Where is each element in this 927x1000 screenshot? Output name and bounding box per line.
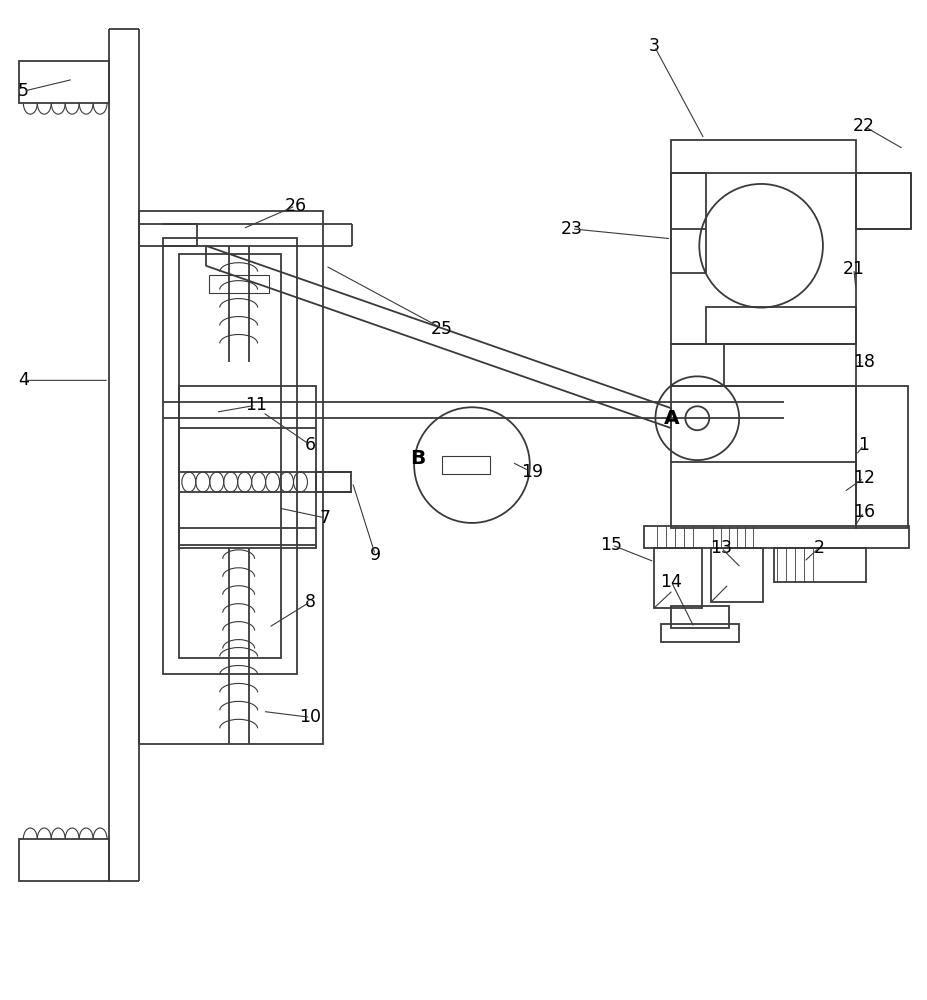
Text: 18: 18 [852,353,874,371]
Text: 2: 2 [813,539,823,557]
Text: 11: 11 [245,396,266,414]
Text: 22: 22 [852,117,874,135]
Text: 12: 12 [852,469,874,487]
Bar [179,254,280,658]
Bar [441,456,489,474]
Text: 16: 16 [852,503,874,521]
Bar [654,548,702,608]
Text: 13: 13 [709,539,731,557]
Text: 21: 21 [842,260,864,278]
Text: 14: 14 [660,573,681,591]
Bar [670,173,705,273]
Bar [139,224,197,246]
Text: 25: 25 [431,320,452,338]
Bar [670,386,855,528]
Text: B: B [410,449,425,468]
Text: 26: 26 [285,197,306,215]
Text: 9: 9 [369,546,380,564]
Bar [670,140,855,344]
Bar [855,386,907,528]
Bar [643,526,908,548]
Text: 19: 19 [520,463,542,481]
Text: 23: 23 [560,220,582,238]
Bar [19,61,109,103]
Text: 15: 15 [600,536,622,554]
Text: A: A [663,409,679,428]
Bar [710,548,762,602]
Bar [705,307,855,344]
Text: 10: 10 [299,708,321,726]
Bar [139,211,324,744]
Bar [661,624,739,642]
Bar [670,606,729,628]
Text: 7: 7 [320,509,331,527]
Text: 1: 1 [857,436,869,454]
Bar [19,839,109,881]
Bar [209,275,268,293]
Bar [179,386,316,548]
Bar [316,472,351,492]
Bar [670,344,855,386]
Text: 6: 6 [305,436,316,454]
Text: 3: 3 [648,37,659,55]
Text: 5: 5 [18,82,29,100]
Text: 4: 4 [18,371,29,389]
Bar [773,548,865,582]
Text: 8: 8 [305,593,315,611]
Bar [855,173,909,229]
Bar [163,238,298,674]
